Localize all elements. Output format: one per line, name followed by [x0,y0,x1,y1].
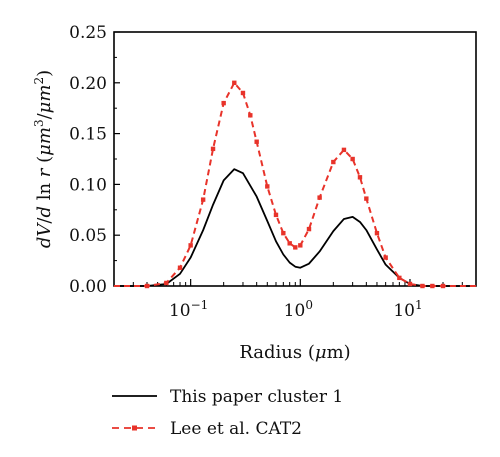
series-2-point [177,265,183,270]
series-2-point [293,245,298,250]
series-2-point [210,146,216,152]
series-2-point [341,147,347,153]
series-2-point [144,283,150,289]
series-2-point [383,255,388,260]
series-2-point [364,196,369,201]
y-tick-label: 0.05 [69,226,107,246]
x-axis-label: Radius (μm) [239,342,350,363]
y-tick-label: 0.00 [69,277,107,297]
series-2-point [248,113,253,118]
series-2-point [440,283,446,289]
series-2-point [397,275,402,281]
series-2-point [273,212,279,218]
series-2-point [254,139,259,144]
series-2-point [420,283,425,289]
series-2-point [188,243,193,248]
series-2-point [306,226,312,232]
y-tick-label: 0.15 [69,125,107,145]
y-ticks: 0.00 0.05 0.10 0.15 0.20 0.25 [69,23,120,297]
series-2-point [298,243,303,248]
x-tick-label: 100 [284,298,313,321]
legend-label-series-1: This paper cluster 1 [170,387,343,407]
legend-label-series-2: Lee et al. CAT2 [170,419,302,439]
y-tick-label: 0.20 [69,74,107,94]
series-line-1 [114,168,476,287]
series-2-point [281,230,286,236]
series-2-point [265,184,270,189]
x-tick-label: 10−1 [169,298,208,321]
series-2-point [407,281,413,287]
series-2-point [331,159,336,165]
legend: This paper cluster 1 Lee et al. CAT2 [112,387,343,439]
series-lines [114,80,476,289]
x-tick-label: 101 [393,298,422,321]
series-2-point [164,280,169,286]
series-2-point [200,197,206,202]
y-axis-label: dV/d ln r (μm3/μm2) [32,70,55,248]
legend-marker-series-2 [132,425,137,431]
series-2-point [232,80,237,85]
series-2-point [240,90,246,96]
y-tick-label: 0.25 [69,23,107,43]
series-2-point [430,283,435,289]
series-2-point [317,195,322,200]
series-2-point [357,175,363,180]
series-line-2 [114,81,476,287]
series-2-point [287,241,292,246]
series-2-point [350,156,355,162]
series-2-point [374,230,380,236]
y-tick-label: 0.10 [69,175,107,195]
series-2-point [221,100,226,106]
